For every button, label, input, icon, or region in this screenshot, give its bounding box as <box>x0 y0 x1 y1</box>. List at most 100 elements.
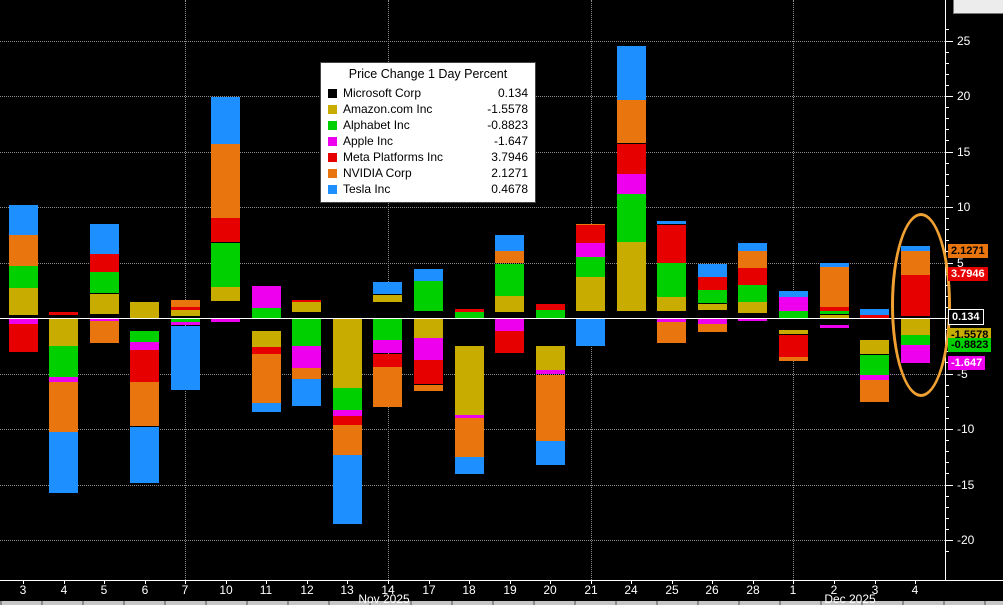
clipped-ui-fragment <box>953 0 1003 14</box>
legend-swatch <box>328 168 337 178</box>
y-axis-label: 5 <box>957 256 964 270</box>
bar-segment-tesla <box>820 263 849 267</box>
x-axis-label: 3 <box>871 583 879 597</box>
y-axis-tick <box>945 52 949 53</box>
bar-segment-apple <box>536 370 565 374</box>
bar-segment-amazon <box>292 302 321 312</box>
x-axis-tick <box>388 580 389 584</box>
x-axis-tick <box>226 580 227 584</box>
y-axis-tick <box>945 496 949 497</box>
bar-segment-alphabet <box>698 290 727 303</box>
y-axis-tick <box>945 440 949 441</box>
bar-segment-alphabet <box>252 308 281 318</box>
legend-series-name: Alphabet Inc <box>343 118 410 132</box>
y-axis-tick <box>945 129 949 130</box>
x-axis-label: 6 <box>141 583 149 597</box>
bar-segment-apple <box>252 286 281 308</box>
bar-segment-alphabet <box>373 318 402 340</box>
x-axis-tick <box>510 580 511 584</box>
y-axis-tick <box>945 507 949 508</box>
bar-segment-meta <box>211 218 240 242</box>
y-axis-tick <box>945 207 953 208</box>
bar-segment-meta <box>536 304 565 310</box>
ellipse-annotation[interactable] <box>891 213 951 397</box>
bar-segment-microsoft <box>49 316 78 318</box>
bar-segment-amazon <box>576 277 605 311</box>
bar-segment-alphabet <box>820 311 849 314</box>
bar-segment-alphabet <box>211 243 240 287</box>
legend-swatch <box>328 88 337 98</box>
bar-segment-meta <box>860 315 889 318</box>
y-axis-tick <box>945 185 949 186</box>
legend-row: Tesla Inc 0.4678 <box>328 181 528 197</box>
y-axis-tick <box>945 451 949 452</box>
x-axis-label: 5 <box>100 583 108 597</box>
bar-segment-nvidia <box>536 375 565 442</box>
x-axis-tick <box>753 580 754 584</box>
bottom-scroll-strip[interactable] <box>0 601 1003 605</box>
bar-segment-meta <box>9 324 38 352</box>
x-axis-tick <box>915 580 916 584</box>
legend-series-name: Tesla Inc <box>343 182 391 196</box>
bar-segment-apple <box>333 410 362 416</box>
bar-segment-tesla <box>252 403 281 412</box>
x-axis-tick <box>429 580 430 584</box>
legend-series-value: 3.7946 <box>491 150 528 164</box>
y-axis-tick <box>945 351 949 352</box>
bar-segment-meta <box>455 309 484 312</box>
x-axis-tick <box>550 580 551 584</box>
legend-series-name: Amazon.com Inc <box>343 102 433 116</box>
bar-segment-apple <box>698 318 727 324</box>
bar-segment-meta <box>373 354 402 367</box>
bar-segment-apple <box>292 346 321 368</box>
gridline-horizontal <box>0 485 945 486</box>
y-axis-tick <box>945 540 953 541</box>
bar-segment-apple <box>617 174 646 194</box>
legend-swatch <box>328 120 337 130</box>
x-axis-tick <box>672 580 673 584</box>
bar-segment-tesla <box>536 441 565 465</box>
x-axis-label: 13 <box>340 583 354 597</box>
bar-segment-tesla <box>333 455 362 524</box>
bar-segment-tesla <box>860 309 889 315</box>
x-axis-label: 10 <box>219 583 233 597</box>
bar-segment-amazon <box>820 315 849 318</box>
series-last-value-label: 3.7946 <box>948 267 988 281</box>
legend-box[interactable]: Price Change 1 Day Percent Microsoft Cor… <box>320 62 536 203</box>
bar-segment-apple <box>9 318 38 324</box>
y-axis-tick <box>945 529 949 530</box>
bar-segment-nvidia <box>292 368 321 379</box>
x-axis-label: 21 <box>584 583 598 597</box>
bar-segment-meta <box>779 335 808 357</box>
y-axis-tick <box>945 41 953 42</box>
bar-segment-tesla <box>495 235 524 251</box>
x-axis-tick <box>712 580 713 584</box>
bar-segment-alphabet <box>657 263 686 297</box>
bar-segment-meta <box>495 331 524 353</box>
bar-segment-meta <box>90 254 119 272</box>
bar-segment-nvidia <box>495 250 524 263</box>
legend-swatch <box>328 184 337 194</box>
bar-segment-microsoft <box>779 318 808 330</box>
x-axis-tick <box>875 580 876 584</box>
gridline-horizontal <box>0 263 945 264</box>
bar-segment-alphabet <box>414 281 443 311</box>
bar-segment-nvidia <box>414 385 443 391</box>
y-axis-tick <box>945 362 949 363</box>
bar-segment-tesla <box>455 457 484 474</box>
bar-segment-microsoft <box>333 305 362 318</box>
y-axis-tick <box>945 396 949 397</box>
x-axis-line <box>0 580 1003 581</box>
month-label: Dec 2025 <box>824 592 876 605</box>
bar-segment-alphabet <box>779 311 808 318</box>
bar-segment-microsoft <box>617 311 646 318</box>
y-axis-tick <box>945 107 949 108</box>
y-axis-tick <box>945 118 949 119</box>
x-axis-tick <box>64 580 65 584</box>
series-last-value-label: -0.8823 <box>948 338 992 352</box>
y-axis-tick <box>945 429 953 430</box>
bar-segment-amazon <box>252 331 281 347</box>
bar-segment-microsoft <box>698 309 727 318</box>
x-axis-tick <box>631 580 632 584</box>
x-axis-tick <box>104 580 105 584</box>
